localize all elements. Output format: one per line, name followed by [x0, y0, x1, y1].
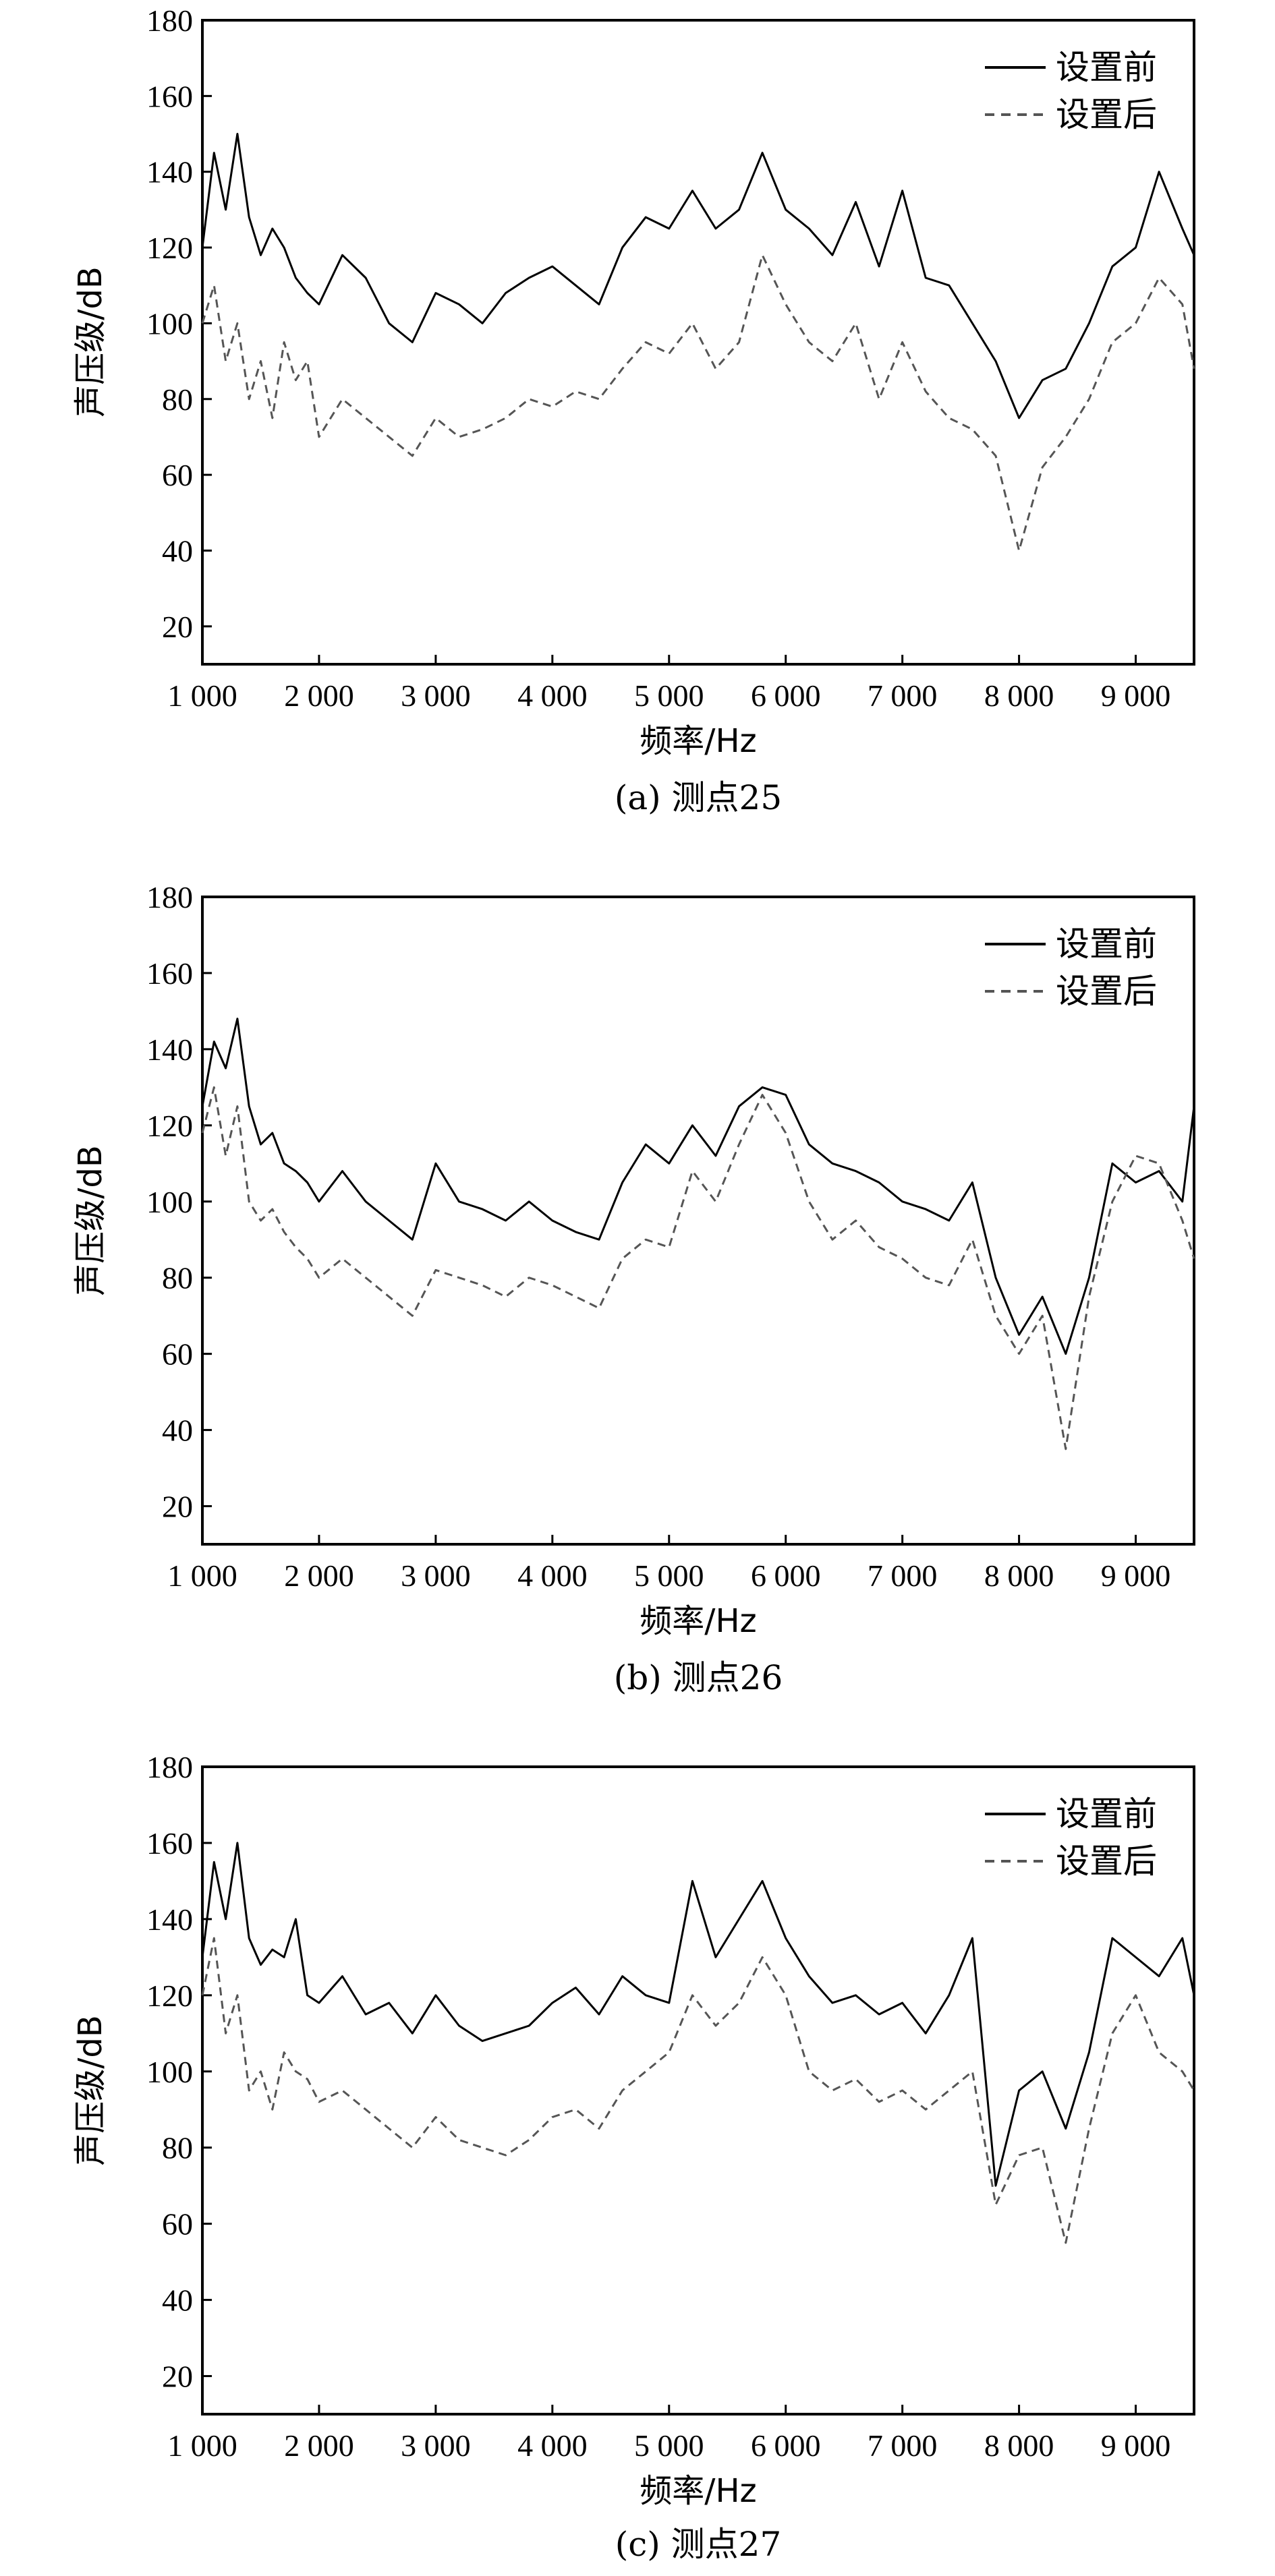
series-group	[201, 1842, 1195, 2244]
y-tick-label: 20	[162, 2360, 193, 2394]
panel-caption: (c) 测点27	[615, 2525, 782, 2564]
x-tick-label: 6 000	[751, 678, 821, 713]
series-before-line	[201, 1018, 1195, 1355]
yticks-group: 20 40 60 80 100 120 140 160 180	[146, 1750, 212, 2394]
yticks-group: 20 40 60 80 100 120 140 160 180	[146, 3, 212, 644]
y-tick-label: 140	[146, 1902, 193, 1937]
y-tick-label: 120	[146, 1979, 193, 2013]
y-tick-label: 80	[162, 382, 193, 417]
series-after-line	[201, 1086, 1195, 1451]
y-tick-label: 20	[162, 610, 193, 644]
series-before-line	[201, 1842, 1195, 2187]
y-tick-label: 100	[146, 306, 193, 341]
y-tick-label: 120	[146, 231, 193, 265]
x-tick-label: 1 000	[167, 678, 237, 713]
x-tick-label: 3 000	[401, 678, 471, 713]
x-tick-label: 2 000	[284, 2428, 354, 2463]
xticks-group: 1 000 2 000 3 000 4 000 5 000 6 000 7 000 8 000…	[167, 1535, 1170, 1593]
legend-label-after: 设置后	[1056, 972, 1157, 1011]
y-tick-label: 40	[162, 2283, 193, 2318]
y-axis-label: 声压级/dB	[72, 1145, 109, 1296]
y-tick-label: 20	[162, 1490, 193, 1524]
y-tick-label: 100	[146, 2055, 193, 2089]
x-tick-label: 2 000	[284, 1558, 354, 1593]
legend-label-before: 设置前	[1056, 925, 1157, 964]
x-tick-label: 8 000	[984, 1558, 1054, 1593]
legend-label-after: 设置后	[1056, 1842, 1157, 1881]
x-tick-label: 9 000	[1101, 678, 1171, 713]
x-tick-label: 1 000	[167, 1558, 237, 1593]
y-tick-label: 140	[146, 155, 193, 189]
y-axis-label: 声压级/dB	[72, 2015, 109, 2166]
xticks-group: 1 000 2 000 3 000 4 000 5 000 6 000 7 000 8 000…	[167, 655, 1170, 713]
series-after-line	[201, 254, 1195, 552]
x-tick-label: 4 000	[517, 678, 588, 713]
legend: 设置前 设置后	[985, 48, 1157, 134]
panel-b: 1 000 2 000 3 000 4 000 5 000 6 000 7 000 8 000…	[72, 880, 1195, 1697]
y-tick-label: 100	[146, 1185, 193, 1219]
x-tick-label: 7 000	[868, 2428, 938, 2463]
x-tick-label: 5 000	[634, 678, 704, 713]
y-tick-label: 160	[146, 1826, 193, 1861]
legend: 设置前 设置后	[985, 925, 1157, 1011]
series-before-line	[201, 133, 1195, 419]
y-tick-label: 80	[162, 1261, 193, 1295]
x-tick-label: 8 000	[984, 678, 1054, 713]
x-tick-label: 7 000	[868, 1558, 938, 1593]
x-axis-label: 频率/Hz	[640, 722, 756, 760]
plot-frame	[201, 19, 1195, 666]
yticks-group: 20 40 60 80 100 120 140 160 180	[146, 880, 212, 1524]
legend: 设置前 设置后	[985, 1794, 1157, 1881]
legend-label-before: 设置前	[1056, 48, 1157, 87]
x-tick-label: 4 000	[517, 2428, 588, 2463]
legend-label-after: 设置后	[1056, 95, 1157, 134]
legend-label-before: 设置前	[1056, 1794, 1157, 1834]
y-tick-label: 180	[146, 1750, 193, 1784]
series-after-line	[201, 1937, 1195, 2244]
y-tick-label: 40	[162, 1413, 193, 1448]
x-tick-label: 2 000	[284, 678, 354, 713]
series-group	[201, 133, 1195, 552]
plot-frame	[201, 1765, 1195, 2416]
y-tick-label: 160	[146, 79, 193, 113]
x-tick-label: 5 000	[634, 2428, 704, 2463]
x-tick-label: 9 000	[1101, 1558, 1171, 1593]
panel-caption: (b) 测点26	[614, 1658, 783, 1697]
y-tick-label: 140	[146, 1032, 193, 1067]
x-tick-label: 3 000	[401, 2428, 471, 2463]
panel-c: 1 000 2 000 3 000 4 000 5 000 6 000 7 000 8 000…	[72, 1750, 1195, 2564]
x-tick-label: 4 000	[517, 1558, 588, 1593]
y-axis-label: 声压级/dB	[72, 266, 109, 417]
x-tick-label: 8 000	[984, 2428, 1054, 2463]
x-tick-label: 6 000	[751, 2428, 821, 2463]
y-tick-label: 60	[162, 2207, 193, 2242]
x-tick-label: 5 000	[634, 1558, 704, 1593]
y-tick-label: 60	[162, 1337, 193, 1372]
series-group	[201, 1018, 1195, 1451]
x-axis-label: 频率/Hz	[640, 1602, 756, 1640]
panel-caption: (a) 测点25	[615, 778, 782, 817]
y-tick-label: 40	[162, 533, 193, 568]
x-axis-label: 频率/Hz	[640, 2472, 756, 2510]
y-tick-label: 180	[146, 3, 193, 38]
y-tick-label: 120	[146, 1109, 193, 1143]
xticks-group: 1 000 2 000 3 000 4 000 5 000 6 000 7 000 8 000…	[167, 2405, 1170, 2463]
x-tick-label: 7 000	[868, 678, 938, 713]
x-tick-label: 3 000	[401, 1558, 471, 1593]
panel-a: 1 000 2 000 3 000 4 000 5 000 6 000 7 000 8 000…	[72, 3, 1195, 817]
y-tick-label: 60	[162, 458, 193, 492]
y-tick-label: 180	[146, 880, 193, 914]
x-tick-label: 1 000	[167, 2428, 237, 2463]
x-tick-label: 6 000	[751, 1558, 821, 1593]
y-tick-label: 80	[162, 2131, 193, 2165]
x-tick-label: 9 000	[1101, 2428, 1171, 2463]
y-tick-label: 160	[146, 956, 193, 991]
plot-frame	[201, 896, 1195, 1546]
